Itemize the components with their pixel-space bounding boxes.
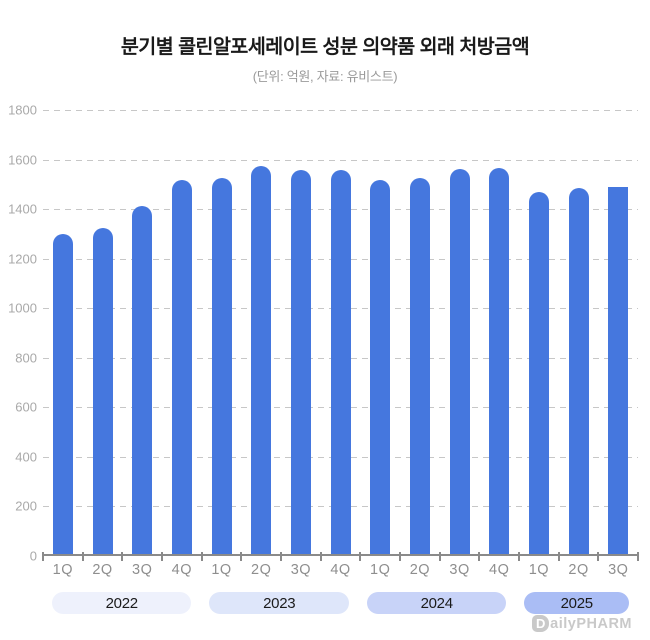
year-pill-2023: 2023	[209, 592, 349, 614]
x-axis-tick	[399, 552, 401, 561]
x-axis-label-1Q: 1Q	[52, 562, 73, 578]
chart-subtitle: (단위: 억원, 자료: 유비스트)	[252, 69, 398, 84]
bars-container	[43, 110, 638, 554]
x-axis-tick	[240, 552, 243, 561]
y-axis-label-1400: 1400	[8, 201, 37, 217]
x-axis-tick	[280, 552, 282, 561]
bar-4Q-1550	[330, 169, 351, 554]
x-axis-label-1Q: 1Q	[370, 562, 391, 578]
x-axis-tick	[637, 552, 639, 561]
gridline-y-1600	[43, 159, 638, 161]
x-axis-label-3Q: 3Q	[290, 562, 312, 578]
x-axis-label-2Q: 2Q	[409, 562, 431, 578]
x-axis-label-2Q: 2Q	[251, 562, 272, 578]
y-axis-label-400: 400	[15, 449, 37, 465]
dailypharm-logo: D ailyPHARM	[532, 615, 632, 632]
y-axis-label-1600: 1600	[8, 152, 37, 168]
x-axis-tick	[359, 552, 362, 561]
bar-3Q-1552	[449, 169, 470, 554]
x-axis-label-2Q: 2Q	[92, 562, 113, 578]
bar-2Q-1516	[409, 178, 430, 554]
x-axis-tick	[478, 552, 481, 561]
bar-slot	[321, 110, 361, 554]
gridline-y-1800	[43, 110, 638, 111]
bar-2Q-1564	[251, 166, 272, 554]
bar-3Q-1548	[290, 170, 311, 554]
x-axis-tick	[438, 552, 441, 561]
bar-slot	[519, 110, 559, 554]
x-axis-label-3Q: 3Q	[608, 562, 629, 578]
x-axis-tick	[319, 552, 322, 561]
year-group-pills: 2022 2023 2024 2025	[43, 592, 638, 614]
dailypharm-logo-icon: D	[532, 615, 550, 632]
bar-slot	[598, 110, 638, 554]
bar-1Q-1290	[52, 234, 73, 554]
bar-chart-plot-area: 0 200 400 600 800 1000 1200 1400 1600 1800	[8, 103, 639, 564]
x-axis-label-1Q: 1Q	[211, 562, 232, 578]
bar-slot	[162, 110, 202, 554]
x-axis-tick	[121, 552, 124, 561]
year-pill-2024: 2024	[366, 592, 507, 614]
x-axis-tick	[161, 552, 163, 561]
x-axis-label-4Q: 4Q	[489, 562, 510, 578]
x-axis-tick	[81, 552, 84, 561]
bar-slot	[400, 110, 440, 554]
bar-2Q-1315	[92, 228, 113, 554]
year-pill-2022: 2022	[52, 592, 192, 614]
x-axis-label-1Q: 1Q	[528, 562, 550, 578]
x-axis-tick	[200, 552, 203, 561]
bar-slot	[559, 110, 599, 554]
bar-slot	[479, 110, 519, 554]
bar-slot	[281, 110, 321, 554]
year-pill-2025: 2025	[524, 592, 629, 614]
x-axis-labels: 1Q 2Q 3Q 4Q 1Q 2Q 3Q 4Q 1Q 2Q 3Q 4Q 1Q 2Q 3Q	[43, 562, 638, 578]
y-axis-label-1800: 1800	[8, 102, 37, 118]
y-axis-label-0: 0	[29, 548, 37, 564]
bar-slot	[83, 110, 123, 554]
x-axis-tick	[42, 552, 44, 561]
bar-slot	[440, 110, 480, 554]
y-axis-label-200: 200	[15, 498, 37, 514]
y-axis-label-800: 800	[15, 350, 37, 366]
x-axis-label-3Q: 3Q	[132, 562, 153, 578]
y-axis-label-600: 600	[15, 399, 37, 415]
x-axis-label-4Q: 4Q	[171, 562, 193, 578]
x-axis-label-2Q: 2Q	[568, 562, 589, 578]
x-axis-label-3Q: 3Q	[449, 562, 470, 578]
bar-3Q-1482	[608, 186, 629, 554]
bar-slot	[360, 110, 400, 554]
x-axis-tick	[597, 552, 600, 561]
x-axis-label-4Q: 4Q	[330, 562, 351, 578]
bar-1Q-1461	[528, 192, 549, 554]
bar-4Q-1556	[489, 168, 510, 554]
bar-4Q-1509	[171, 180, 192, 554]
chart-title: 분기별 콜린알포세레이트 성분 의약품 외래 처방금액	[120, 36, 530, 58]
x-axis-tick	[557, 552, 560, 561]
bar-1Q-1516	[211, 178, 232, 554]
bar-3Q-1406	[132, 205, 153, 554]
bar-slot	[202, 110, 242, 554]
bar-2Q-1477	[568, 188, 589, 554]
y-axis-label-1200: 1200	[8, 251, 37, 267]
x-axis-tick	[518, 552, 520, 561]
bar-slot	[122, 110, 162, 554]
bar-1Q-1510	[370, 179, 391, 554]
dailypharm-logo-text: ailyPHARM	[550, 615, 632, 632]
bar-slot	[241, 110, 281, 554]
bar-slot	[43, 110, 83, 554]
y-axis-label-1000: 1000	[8, 300, 37, 316]
